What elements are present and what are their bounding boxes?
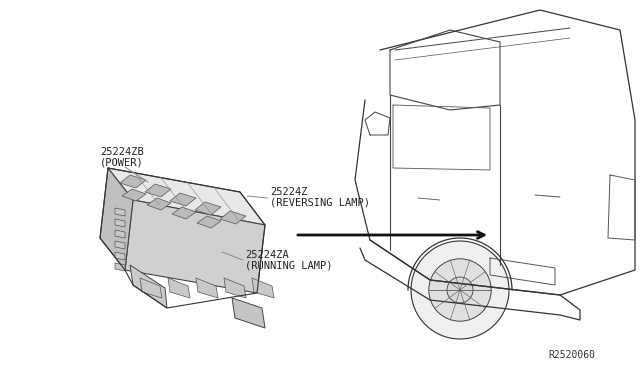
Text: (RUNNING LAMP): (RUNNING LAMP) <box>245 260 333 270</box>
Polygon shape <box>115 263 125 271</box>
Text: (POWER): (POWER) <box>100 157 144 167</box>
Polygon shape <box>115 241 125 249</box>
Polygon shape <box>168 278 190 298</box>
Polygon shape <box>125 200 265 293</box>
Polygon shape <box>197 216 221 228</box>
Polygon shape <box>115 208 125 216</box>
Polygon shape <box>122 189 146 201</box>
Polygon shape <box>147 198 171 210</box>
Polygon shape <box>232 298 265 328</box>
Polygon shape <box>115 219 125 227</box>
Polygon shape <box>145 184 171 197</box>
Polygon shape <box>115 230 125 238</box>
Circle shape <box>411 241 509 339</box>
Text: 25224ZA: 25224ZA <box>245 250 289 260</box>
Polygon shape <box>115 252 125 260</box>
Polygon shape <box>108 168 265 225</box>
Polygon shape <box>140 278 162 298</box>
Text: 25224Z: 25224Z <box>270 187 307 197</box>
Polygon shape <box>252 278 274 298</box>
Text: 25224ZB: 25224ZB <box>100 147 144 157</box>
Polygon shape <box>224 278 246 298</box>
Polygon shape <box>100 168 133 270</box>
Text: R2520060: R2520060 <box>548 350 595 360</box>
Polygon shape <box>196 278 218 298</box>
Polygon shape <box>195 202 221 215</box>
Polygon shape <box>220 211 246 224</box>
Polygon shape <box>172 207 196 219</box>
Polygon shape <box>170 193 196 206</box>
Polygon shape <box>130 265 167 308</box>
Circle shape <box>447 277 473 303</box>
Circle shape <box>429 259 492 321</box>
Polygon shape <box>120 175 146 188</box>
Text: (REVERSING LAMP): (REVERSING LAMP) <box>270 197 370 207</box>
